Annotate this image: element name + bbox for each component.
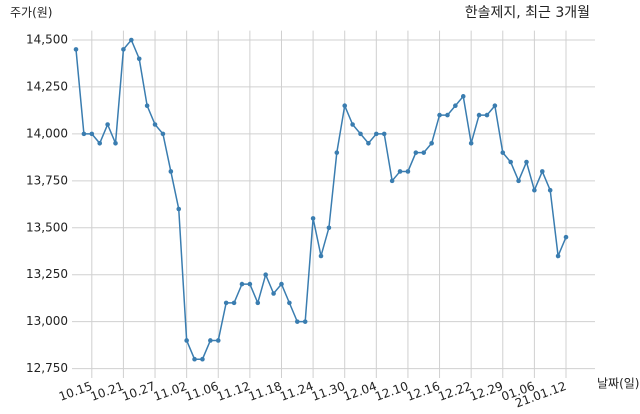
point — [381, 131, 387, 137]
x-axis-label: 날짜(일) — [597, 377, 639, 391]
point — [208, 338, 213, 343]
point — [271, 291, 276, 296]
point — [89, 131, 95, 137]
point — [413, 150, 419, 155]
point — [366, 140, 371, 146]
point — [342, 103, 348, 109]
point — [176, 206, 182, 212]
point — [223, 300, 229, 306]
point — [318, 253, 324, 259]
point — [326, 225, 332, 231]
point — [105, 122, 110, 127]
point — [160, 131, 166, 137]
point — [255, 300, 261, 306]
point — [539, 169, 545, 174]
point — [129, 37, 134, 43]
point — [350, 122, 355, 127]
point — [279, 281, 284, 287]
point — [231, 300, 237, 306]
point — [73, 47, 79, 52]
point — [121, 47, 126, 52]
y-tick-label: 13,000 — [26, 314, 68, 328]
point — [81, 131, 87, 137]
y-tick-label: 14,250 — [26, 79, 68, 93]
line — [75, 38, 567, 360]
y-axis-label: 주가(원) — [10, 6, 52, 20]
point — [152, 122, 158, 127]
point — [397, 169, 403, 174]
point — [389, 178, 395, 184]
y-tick-label: 13,500 — [26, 220, 68, 234]
point — [421, 150, 427, 155]
point — [239, 281, 245, 287]
point — [405, 169, 411, 174]
chart-title: 한솔제지, 최근 3개월 — [465, 5, 590, 21]
point — [184, 338, 189, 343]
y-tick-label: 14,000 — [26, 126, 68, 140]
point — [500, 150, 506, 155]
point — [302, 319, 308, 324]
point — [524, 159, 529, 165]
point — [263, 272, 268, 278]
point — [508, 159, 513, 165]
point — [563, 234, 569, 240]
point — [310, 216, 316, 221]
point — [492, 103, 498, 109]
point — [445, 112, 450, 118]
point — [460, 94, 466, 99]
point — [476, 112, 482, 118]
point — [358, 131, 363, 137]
point — [287, 300, 292, 306]
point — [468, 140, 474, 146]
point — [192, 356, 197, 362]
point — [97, 140, 103, 146]
point — [334, 150, 340, 155]
point — [247, 281, 253, 287]
point — [200, 356, 205, 362]
y-tick-label: 12,750 — [26, 361, 68, 375]
point — [374, 131, 379, 137]
y-tick-label: 13,250 — [26, 267, 68, 281]
point — [168, 169, 174, 174]
point — [516, 178, 521, 184]
y-tick-label: 13,750 — [26, 173, 68, 187]
point — [144, 103, 150, 109]
point — [429, 140, 434, 146]
point — [547, 187, 553, 193]
point — [437, 112, 442, 118]
point — [294, 319, 300, 324]
y-tick-label: 14,500 — [26, 32, 68, 46]
point — [136, 56, 142, 62]
point — [453, 103, 458, 109]
grid — [72, 30, 595, 378]
point — [215, 338, 221, 343]
point — [113, 140, 118, 146]
point — [532, 187, 537, 193]
point — [555, 253, 561, 259]
point — [484, 112, 490, 118]
